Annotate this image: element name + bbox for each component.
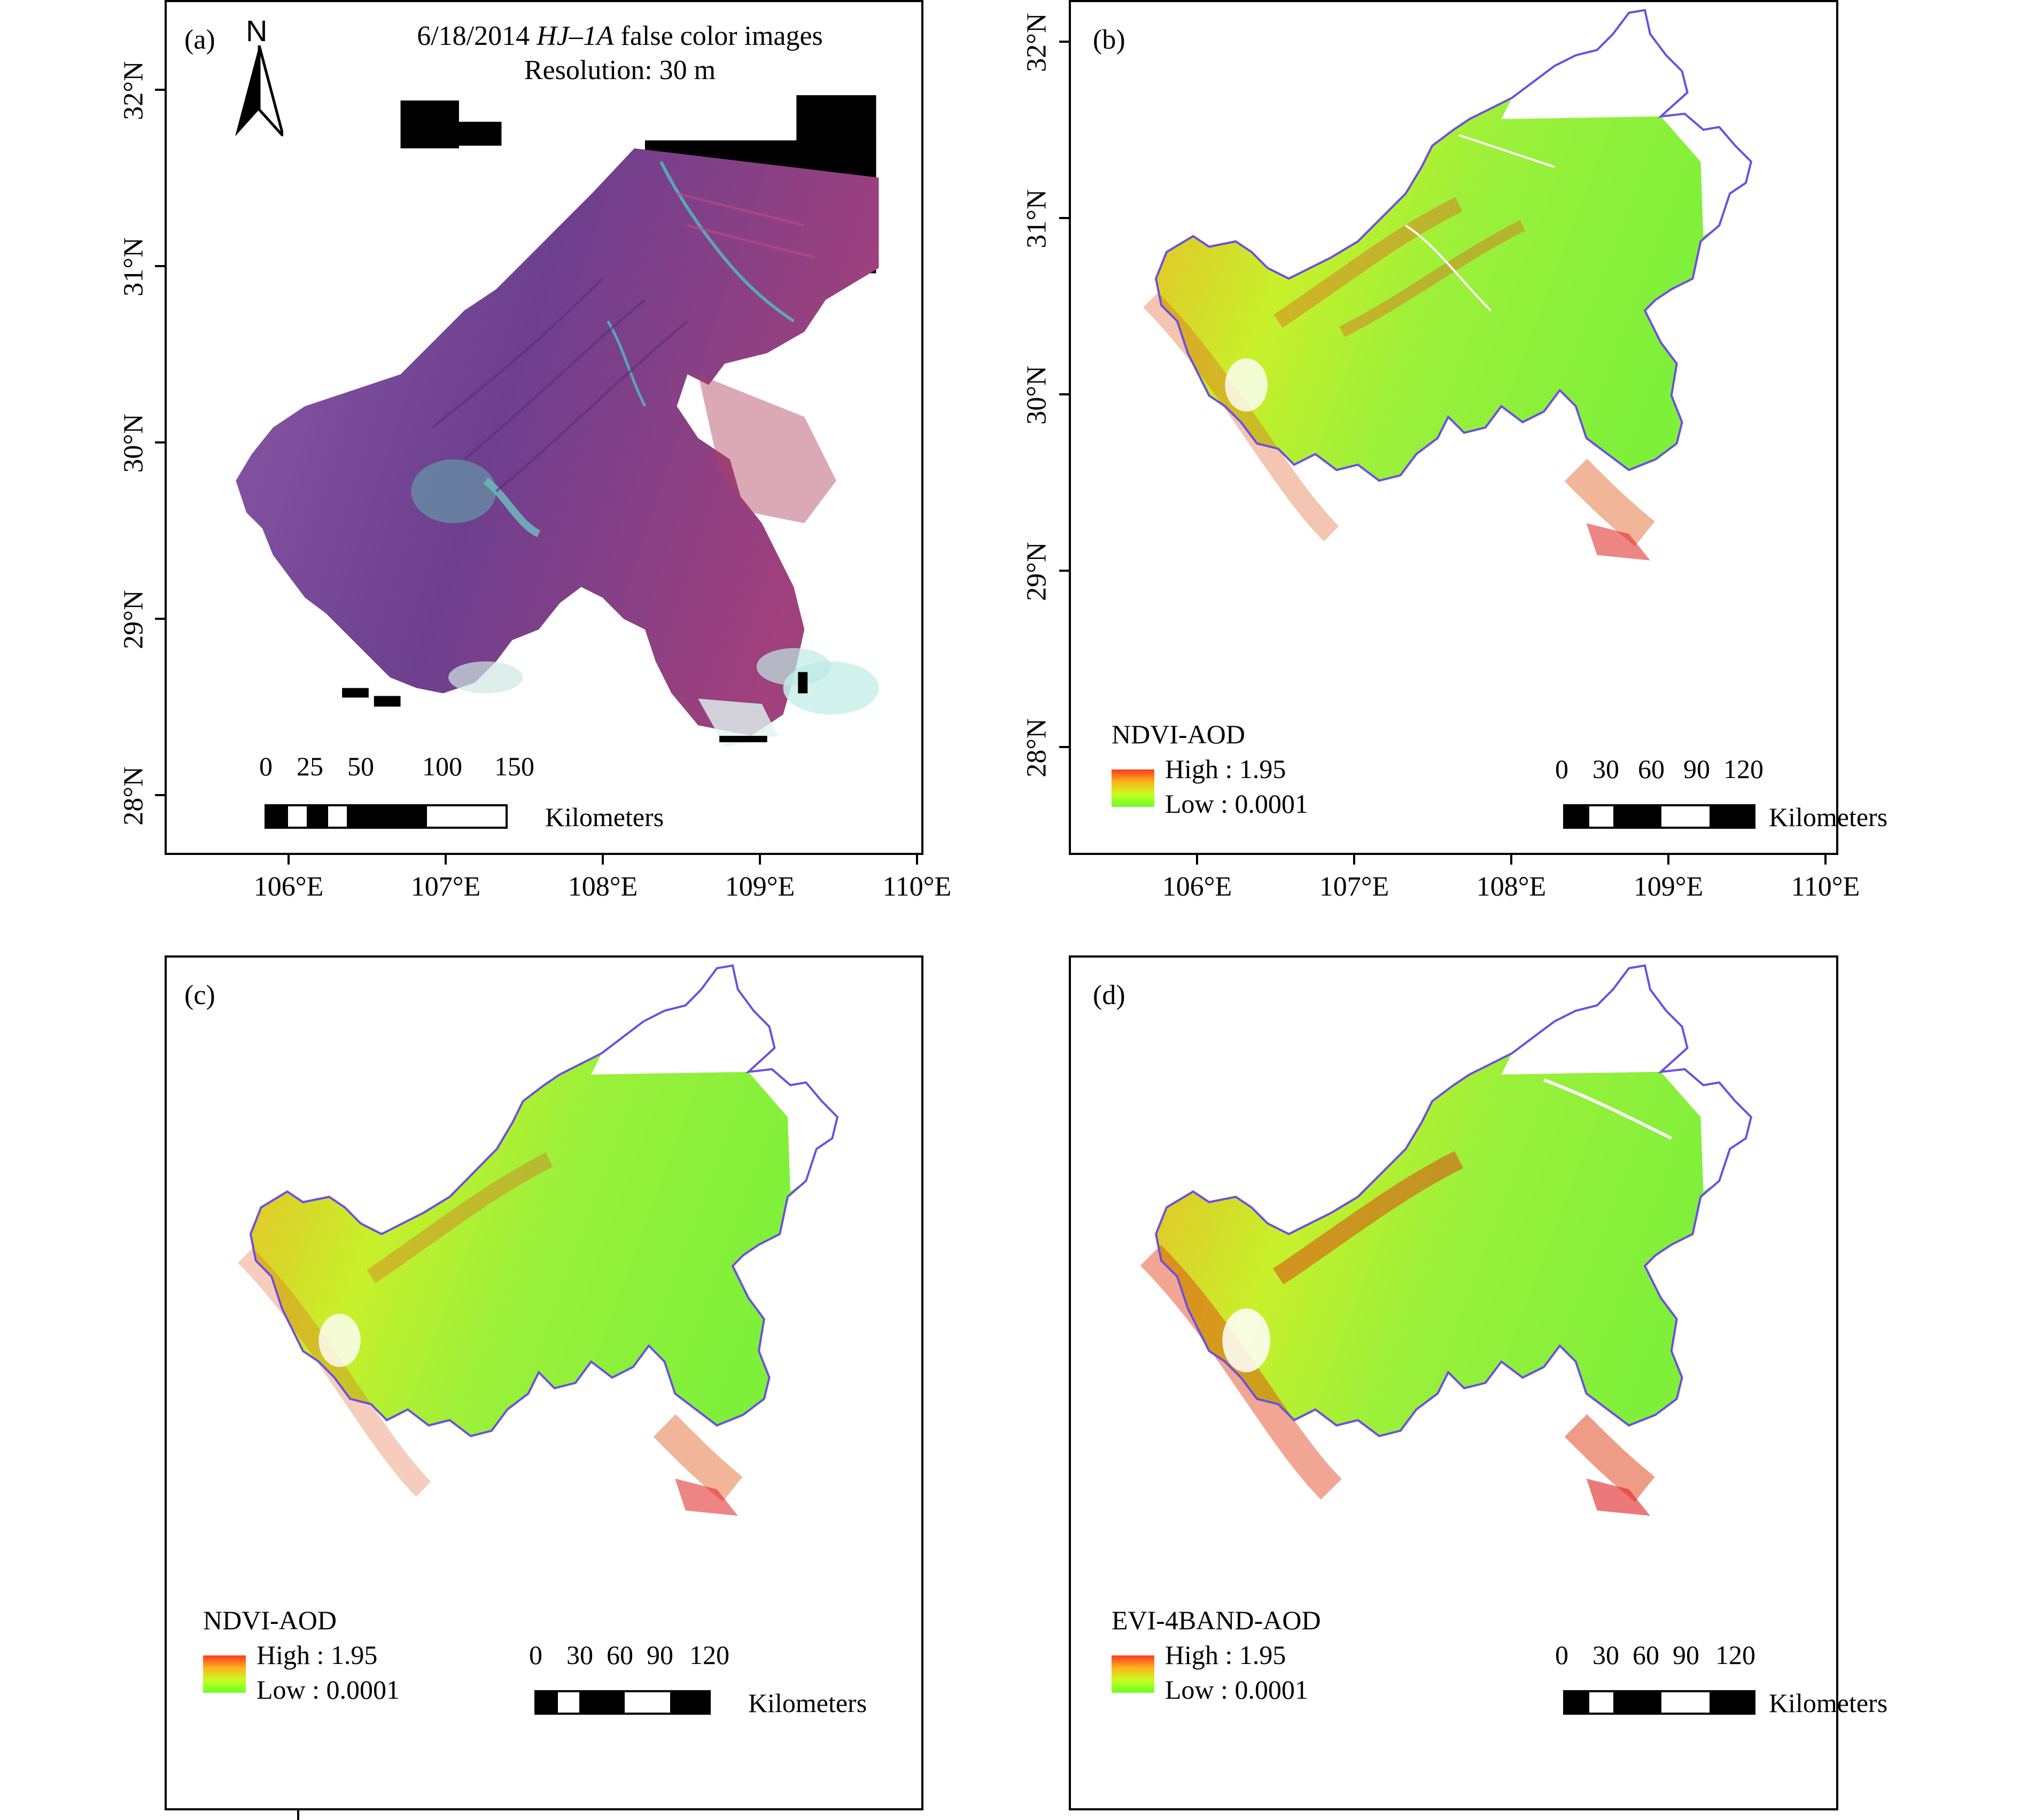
lat-label-28: 28°N (1021, 718, 1052, 777)
panel-label-a: (a) (184, 25, 215, 55)
legend-low-d: Low : 0.0001 (1165, 1675, 1309, 1705)
legend-title-c: NDVI-AOD (203, 1605, 337, 1635)
lon-label-109: 109°E (1633, 872, 1704, 902)
lat-label-30: 30°N (118, 414, 149, 473)
panel-d: (d) EVI-4BAND-AOD High : 1.95 Low : 0.00… (908, 886, 2020, 1810)
legend-high-b: High : 1.95 (1165, 754, 1286, 784)
north-arrow-icon (235, 45, 283, 136)
scale-bar-d (1563, 1690, 1755, 1715)
lat-label-32: 32°N (118, 61, 149, 120)
scale-bar-b (1563, 804, 1755, 829)
lon-label-108: 108°E (1476, 872, 1547, 902)
evi-4band-aod-map (1140, 964, 1752, 1516)
title-resolution: Resolution: 30 m (524, 55, 716, 85)
north-label: N (246, 14, 268, 48)
panel-label-d: (d) (1093, 980, 1125, 1010)
map-frame-b (1069, 0, 1838, 855)
scale-unit-d: Kilometers (1769, 1688, 1888, 1718)
panel-c: (c) NDVI-AOD High : 1.95 Low : 0.0001 0 … (0, 886, 1010, 1820)
map-frame-d (1069, 955, 1838, 1810)
legend-swatch-c (203, 1655, 246, 1693)
title-suffix: false color images (613, 21, 823, 51)
lon-label-107: 107°E (410, 872, 481, 902)
scale-unit-c: Kilometers (748, 1688, 867, 1718)
false-color-image (236, 95, 879, 746)
ndvi-aod-map (1143, 9, 1752, 561)
legend-swatch-b (1112, 769, 1154, 807)
lat-label-28: 28°N (118, 766, 149, 826)
lat-label-32: 32°N (1021, 13, 1052, 72)
lat-label-31: 31°N (118, 237, 149, 297)
title-sensor: HJ–1A (537, 21, 614, 51)
lat-label-29: 29°N (1021, 542, 1052, 601)
legend-swatch-d (1112, 1655, 1154, 1693)
scale-unit-b: Kilometers (1769, 802, 1888, 832)
panel-a-title: 6/18/2014 HJ–1A false color images Resol… (385, 19, 855, 88)
panel-label-c: (c) (184, 980, 215, 1010)
legend-low-b: Low : 0.0001 (1165, 789, 1309, 819)
lon-label-110: 110°E (882, 872, 952, 902)
legend-high-d: High : 1.95 (1165, 1640, 1286, 1670)
legend-low-c: Low : 0.0001 (257, 1675, 400, 1705)
scale-bar-a (265, 804, 508, 829)
legend-title-d: EVI-4BAND-AOD (1112, 1605, 1321, 1635)
legend-title-b: NDVI-AOD (1112, 719, 1245, 749)
scale-unit-a: Kilometers (545, 802, 664, 832)
map-frame-c (165, 955, 923, 1810)
map-frame-a (165, 0, 923, 855)
legend-high-c: High : 1.95 (257, 1640, 378, 1670)
lon-label-108: 108°E (568, 872, 638, 902)
panel-b: 106°E 107°E 108°E 109°E 110°E 32°N 31°N … (908, 0, 2020, 902)
lat-label-31: 31°N (1021, 189, 1052, 248)
panel-label-b: (b) (1093, 25, 1125, 55)
panel-a: 106°E 107°E 108°E 109°E 110°E 32°N 31°N … (0, 0, 1010, 902)
north-arrow: N (235, 13, 283, 136)
ndvi-aod-map (238, 964, 839, 1516)
lon-label-110: 110°E (1791, 872, 1860, 902)
lat-label-29: 29°N (118, 590, 149, 649)
lon-label-109: 109°E (725, 872, 795, 902)
lon-label-106: 106°E (1162, 872, 1232, 902)
title-prefix: 6/18/2014 (417, 21, 537, 51)
scale-bar-c (534, 1690, 711, 1715)
lon-label-106: 106°E (253, 872, 324, 902)
lat-label-30: 30°N (1021, 365, 1052, 425)
lon-label-107: 107°E (1319, 872, 1389, 902)
